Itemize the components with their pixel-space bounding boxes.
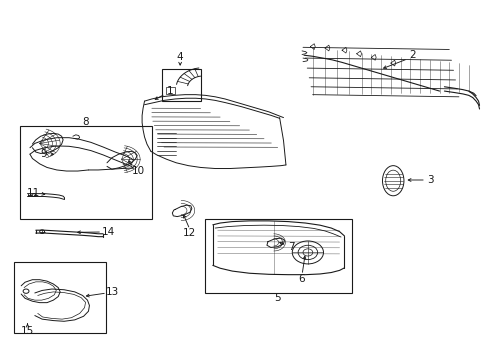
Text: 7: 7 [287,242,294,252]
Bar [20,126,152,220]
Text: 13: 13 [106,287,119,297]
Bar [14,262,105,333]
Text: 4: 4 [177,52,183,62]
Text: 12: 12 [183,228,196,238]
Text: 11: 11 [27,188,41,198]
Text: 10: 10 [131,166,144,176]
Bar [161,69,200,101]
Text: 9: 9 [40,149,47,159]
Bar [205,220,351,293]
Text: 14: 14 [101,227,114,237]
Text: 1: 1 [167,86,173,96]
Text: 15: 15 [21,325,34,336]
Text: 8: 8 [82,117,89,127]
Text: 3: 3 [427,175,433,185]
Text: 6: 6 [298,274,305,284]
Bar [165,87,175,94]
Text: 2: 2 [408,50,415,60]
Text: 5: 5 [274,293,281,303]
